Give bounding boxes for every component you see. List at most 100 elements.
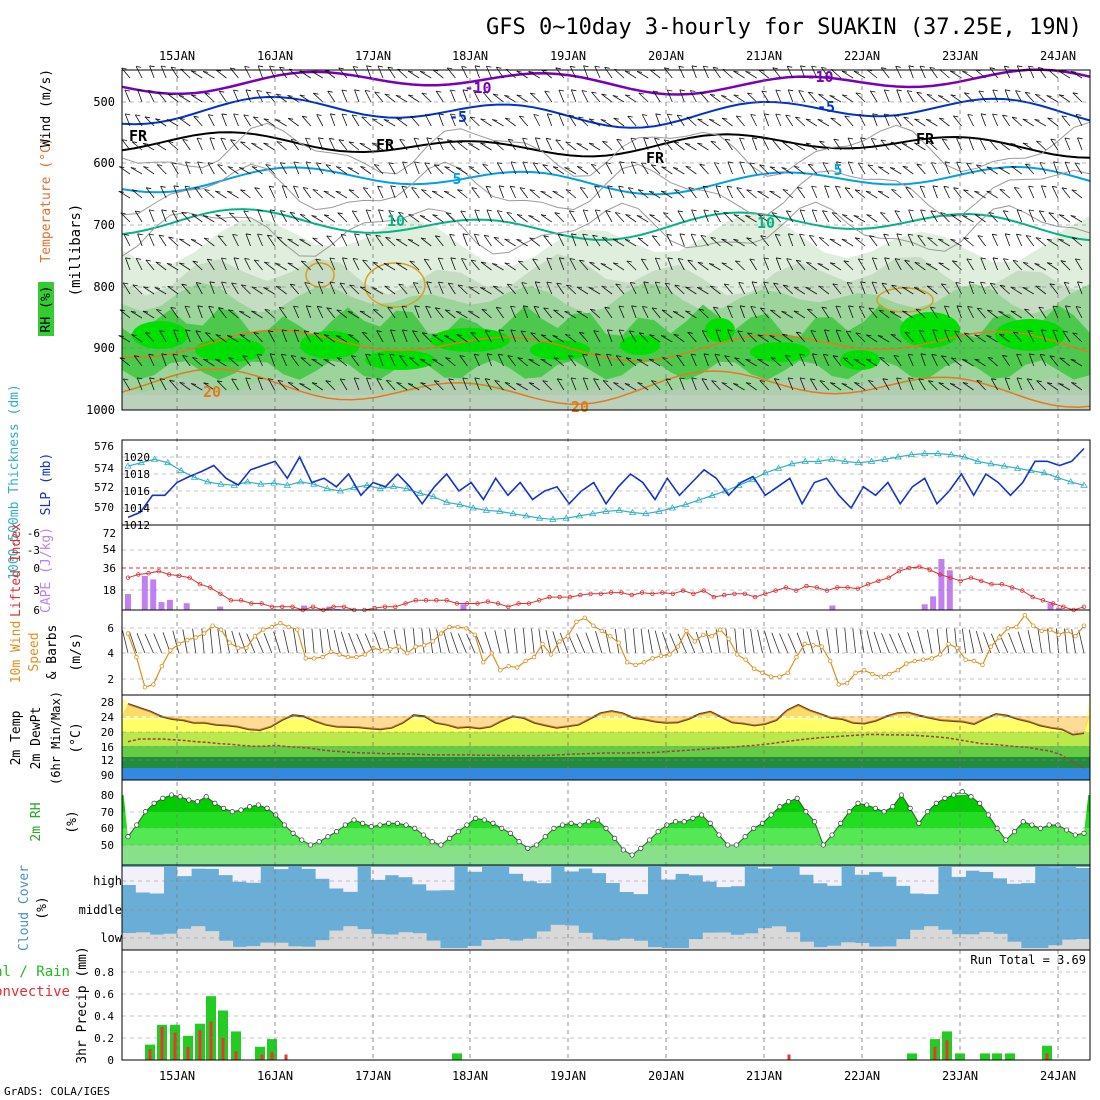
wind-barb-flag	[450, 257, 456, 260]
li-point	[1009, 585, 1015, 590]
wind-barb	[738, 282, 745, 295]
wind-barb-flag	[135, 210, 141, 213]
wind-barb	[486, 209, 492, 223]
wind-barb-flag	[533, 114, 539, 116]
wind-barb	[118, 335, 131, 343]
wind-barb-flag	[330, 113, 336, 116]
rh-point	[994, 825, 1000, 831]
cloud-high	[730, 867, 745, 887]
wind-barb-flag	[172, 353, 178, 356]
wind-barb-flag	[519, 115, 525, 118]
wind-barb	[425, 306, 432, 319]
wind-barb-flag	[884, 89, 890, 92]
wind-barb	[275, 119, 287, 127]
wind-barb	[281, 329, 288, 343]
wind-barb-flag	[564, 311, 570, 313]
wind-barb	[649, 69, 661, 79]
wind10-point	[929, 656, 934, 661]
wind-barb	[413, 137, 420, 151]
thickness-point	[549, 515, 557, 522]
wind-barb-flag	[457, 189, 463, 192]
wind-barb-flag	[553, 357, 559, 359]
wind-barb	[359, 142, 372, 151]
rh-point	[1003, 837, 1009, 843]
wind-barb	[493, 237, 504, 247]
wind-barb	[835, 329, 842, 343]
wind10-point	[844, 681, 850, 686]
wind-barb-flag	[336, 309, 342, 312]
wind-barb	[484, 330, 492, 343]
wind-barb	[769, 190, 781, 199]
cloud-low	[592, 939, 607, 950]
wind-barb	[353, 377, 360, 391]
wind-barb	[118, 190, 131, 199]
wind-barb	[362, 187, 372, 199]
wind-barb-flag	[697, 287, 703, 289]
wind-barb-flag	[854, 237, 861, 240]
wind10-barb	[531, 628, 535, 654]
wind-barb-flag	[208, 305, 214, 308]
wind-barb-flag	[532, 258, 538, 261]
wind-barb-flag	[757, 190, 763, 193]
rh-contour-loop	[364, 262, 426, 308]
rh-point	[759, 820, 765, 826]
wind-barb	[579, 187, 589, 199]
wind-barb	[818, 93, 830, 103]
wind-barb-flag	[270, 353, 276, 356]
wind-barb-flag	[279, 307, 285, 309]
wind-barb	[998, 167, 1010, 175]
wind-barb-flag	[461, 258, 467, 260]
wind-barb-flag	[902, 165, 908, 168]
conv-bar	[173, 1032, 177, 1060]
wind-barb-flag	[510, 185, 516, 188]
wind-barb-flag	[290, 283, 296, 286]
wind-barb-flag	[638, 189, 644, 192]
wind-barb	[869, 90, 878, 103]
wind-barb	[822, 354, 830, 367]
wind-barb	[378, 209, 384, 223]
wind-barb-flag	[866, 334, 872, 337]
rh-point	[907, 805, 913, 811]
wind-barb-flag	[547, 113, 553, 116]
wind-barb	[868, 380, 878, 391]
wind-barb-flag	[325, 380, 331, 383]
wind-barb	[829, 238, 842, 247]
wind-barb-flag	[636, 215, 642, 217]
wind-barb	[781, 167, 793, 175]
thickness-point	[827, 455, 836, 462]
wind-barb-flag	[1015, 90, 1021, 92]
cloud-low	[260, 942, 275, 950]
wind-barb-flag	[1004, 65, 1010, 68]
wind-barb	[197, 305, 203, 319]
wind-barb-flag	[583, 209, 589, 212]
wind-barb-flag	[411, 187, 417, 189]
temp-tick: 28	[101, 696, 114, 709]
wind-barb	[159, 330, 167, 343]
wind-barb	[782, 141, 794, 151]
li-point	[979, 578, 984, 584]
wind-barb	[651, 235, 661, 247]
wind-barb-flag	[954, 330, 960, 333]
wind-barb	[534, 281, 541, 295]
wind-barb-flag	[359, 142, 365, 145]
wind-barb	[1026, 378, 1035, 391]
li-point	[413, 598, 418, 603]
cloud-low	[896, 939, 911, 950]
wind-barb-flag	[207, 258, 213, 261]
wind-barb-flag	[239, 310, 245, 313]
wind-barb-flag	[942, 138, 948, 141]
wind10-point	[565, 634, 571, 639]
rh-point	[942, 795, 948, 801]
wind-barb	[763, 257, 770, 271]
wind-barb	[409, 357, 420, 367]
wind-barb	[228, 357, 239, 367]
wind-barb	[998, 311, 1010, 319]
li-point	[310, 604, 316, 609]
wind-barb	[746, 237, 757, 247]
wind-barb-flag	[362, 332, 368, 334]
wind-barb-flag	[1059, 357, 1065, 360]
wind-barb	[317, 281, 324, 295]
cloud-low	[647, 947, 662, 950]
wind-barb-flag	[1034, 119, 1040, 121]
wind-barb-flag	[1002, 114, 1008, 117]
